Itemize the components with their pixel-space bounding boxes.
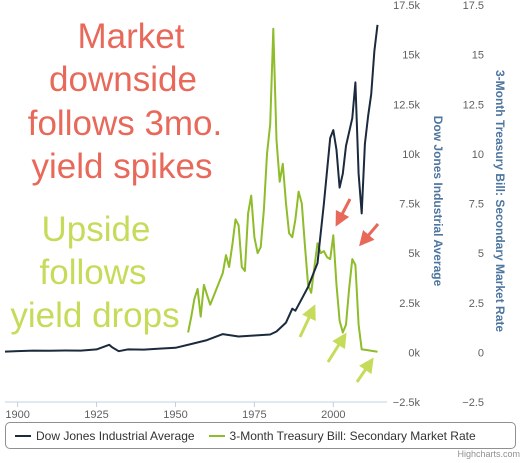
right-tick-label: 15 (472, 50, 484, 62)
green-annotation-line-2: follows (40, 253, 147, 292)
green-arrow-1 (298, 304, 316, 338)
red-annotation-line-2: downside (49, 60, 197, 99)
legend-item-tbill[interactable]: 3-Month Treasury Bill: Secondary Market … (208, 428, 476, 443)
x-tick-label: 1950 (163, 409, 187, 420)
legend-swatch-dow (15, 434, 31, 437)
legend-label-tbill: 3-Month Treasury Bill: Secondary Market … (229, 428, 476, 443)
right-tick-label: 7.5 (469, 199, 484, 211)
red-annotation-line-4: yield spikes (32, 147, 213, 186)
legend-item-dow[interactable]: Dow Jones Industrial Average (15, 429, 195, 443)
right-tick-label: 17.5 (463, 0, 484, 12)
red-arrow-2 (359, 223, 380, 247)
chart-svg: Market downside follows 3mo. yield spike… (4, 0, 507, 420)
x-tick-label: 1900 (5, 409, 29, 420)
green-annotation-line-3: yield drops (10, 296, 179, 335)
red-annotation-line-3: follows 3mo. (28, 104, 223, 143)
legend-swatch-tbill (208, 434, 225, 437)
red-annotation-line-1: Market (78, 17, 185, 56)
left-axis-ticks: −2.5k 0k 2.5k 5k 7.5k 10k 12.5k 15k 17.5k (393, 0, 421, 409)
left-tick-label: 17.5k (393, 0, 420, 12)
credits-link[interactable]: Highcharts.com (457, 449, 520, 459)
right-tick-label: 5 (478, 248, 484, 260)
green-annotation-line-1: Upside (42, 210, 151, 249)
x-tick-label: 2000 (321, 409, 345, 420)
series-line-dow[interactable] (4, 24, 379, 353)
right-axis-ticks: −2.5 0 2.5 5 7.5 10 12.5 15 17.5 (462, 0, 484, 409)
x-axis-ticks: 1900 1925 1950 1975 2000 (5, 402, 346, 420)
left-tick-label: 5k (408, 248, 420, 260)
right-tick-label: 10 (472, 149, 484, 161)
legend: Dow Jones Industrial Average 3-Month Tre… (5, 422, 516, 449)
right-tick-label: 0 (478, 347, 484, 359)
left-tick-label: 0k (408, 347, 420, 359)
left-tick-label: 7.5k (399, 199, 420, 211)
annotation-text-group: Market downside follows 3mo. yield spike… (10, 17, 222, 335)
series-line-tbill[interactable] (187, 27, 378, 353)
left-tick-label: −2.5k (393, 397, 421, 409)
left-tick-label: 2.5k (399, 298, 420, 310)
left-axis-title: Dow Jones Industrial Average (431, 116, 445, 287)
right-axis-title: 3-Month Treasury Bill: Secondary Market … (493, 70, 507, 332)
green-arrow-3 (355, 357, 374, 383)
right-tick-label: −2.5 (462, 397, 484, 409)
right-tick-label: 2.5 (469, 298, 484, 310)
series-layer (4, 24, 379, 353)
annotation-arrows (298, 198, 380, 383)
legend-label-dow: Dow Jones Industrial Average (36, 428, 195, 443)
x-tick-label: 1975 (242, 409, 266, 420)
left-tick-label: 15k (402, 50, 420, 62)
left-tick-label: 10k (402, 149, 420, 161)
right-tick-label: 12.5 (463, 99, 484, 111)
left-tick-label: 12.5k (393, 99, 420, 111)
x-tick-label: 1925 (84, 409, 108, 420)
green-arrow-2 (326, 332, 347, 363)
red-arrow-1 (335, 198, 352, 227)
